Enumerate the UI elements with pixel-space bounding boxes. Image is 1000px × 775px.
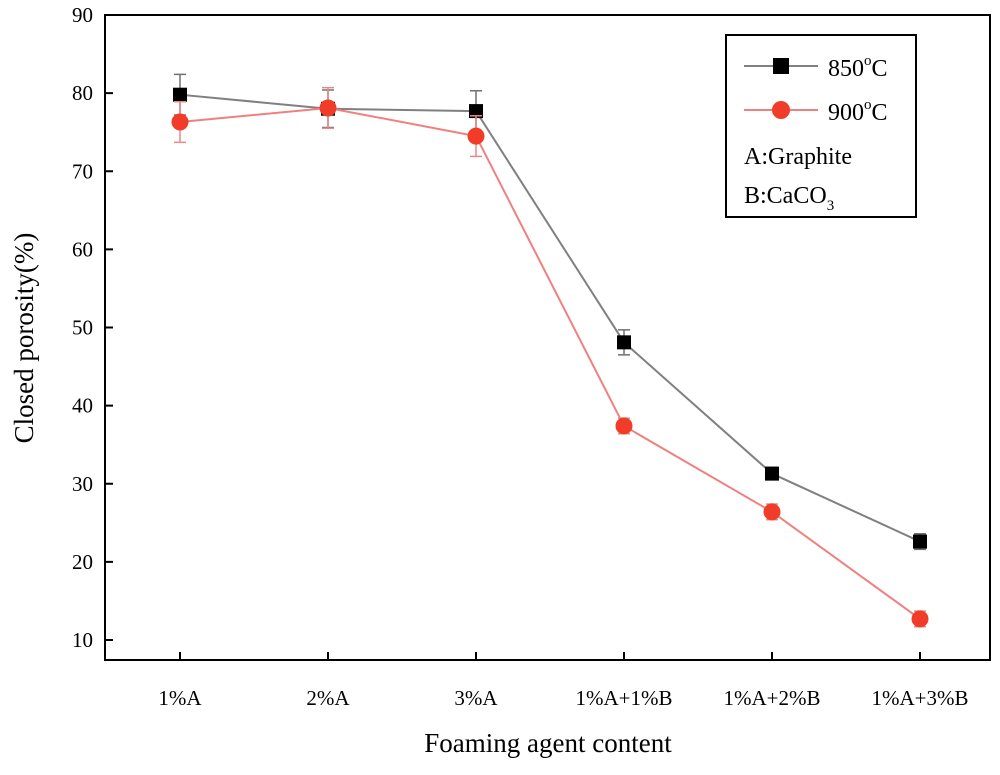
series-850-point-3 bbox=[617, 335, 631, 350]
x-tick-label-0: 1%A bbox=[158, 686, 202, 710]
y-axis-title: Closed porosity(%) bbox=[9, 233, 39, 444]
legend-900-unit: C bbox=[872, 100, 888, 126]
x-tick-label-5: 1%A+3%B bbox=[871, 686, 968, 710]
series-layer bbox=[171, 73, 929, 628]
series-900-point-4 bbox=[763, 503, 781, 521]
y-axis-ticks: 10 20 30 40 50 60 70 80 90 bbox=[72, 3, 113, 652]
series-850-point-2 bbox=[469, 104, 483, 119]
y-tick-label-10: 10 bbox=[72, 628, 93, 652]
series-900-point-2 bbox=[467, 127, 485, 145]
x-tick-label-1: 2%A bbox=[306, 686, 350, 710]
y-tick-label-30: 30 bbox=[72, 472, 93, 496]
legend-850-degree: o bbox=[864, 53, 872, 69]
legend-850-unit: C bbox=[872, 56, 888, 82]
x-axis-ticks: 1%A 2%A 3%A 1%A+1%B 1%A+2%B 1%A+3%B bbox=[158, 652, 969, 710]
series-850-point-5 bbox=[913, 534, 927, 549]
legend: 850oC 900oC A:Graphite B:CaCO3 bbox=[725, 34, 917, 218]
series-900-point-0 bbox=[171, 113, 189, 131]
y-tick-label-60: 60 bbox=[72, 237, 93, 261]
y-tick-label-20: 20 bbox=[72, 550, 93, 574]
y-tick-label-90: 90 bbox=[72, 3, 93, 27]
series-900-point-5 bbox=[911, 610, 929, 628]
y-tick-label-50: 50 bbox=[72, 316, 93, 340]
legend-note-caco3-base: B:CaCO bbox=[744, 183, 827, 209]
plot-frame bbox=[104, 14, 991, 661]
series-900-point-3 bbox=[615, 417, 633, 435]
series-850-point-4 bbox=[765, 466, 779, 481]
y-tick-label-70: 70 bbox=[72, 159, 93, 183]
y-tick-label-40: 40 bbox=[72, 394, 93, 418]
legend-note-caco3: B:CaCO3 bbox=[744, 183, 834, 214]
y-tick-label-80: 80 bbox=[72, 81, 93, 105]
series-850-line bbox=[179, 93, 921, 543]
x-tick-label-4: 1%A+2%B bbox=[723, 686, 820, 710]
legend-850-label: 850oC bbox=[828, 53, 888, 82]
legend-note-graphite: A:Graphite bbox=[744, 144, 852, 170]
series-850-point-0 bbox=[173, 87, 187, 102]
series-900-line bbox=[179, 106, 921, 620]
series-900-point-1 bbox=[319, 99, 337, 117]
legend-900-value: 900 bbox=[828, 100, 864, 126]
x-tick-label-2: 3%A bbox=[454, 686, 498, 710]
legend-900-degree: o bbox=[864, 97, 872, 113]
x-axis-title: Foaming agent content bbox=[424, 728, 672, 758]
legend-850-marker bbox=[773, 58, 789, 74]
legend-900-marker bbox=[772, 101, 790, 119]
legend-900-label: 900oC bbox=[828, 97, 888, 126]
legend-850-value: 850 bbox=[828, 56, 864, 82]
legend-note-caco3-sub: 3 bbox=[827, 198, 835, 214]
x-tick-label-3: 1%A+1%B bbox=[575, 686, 672, 710]
